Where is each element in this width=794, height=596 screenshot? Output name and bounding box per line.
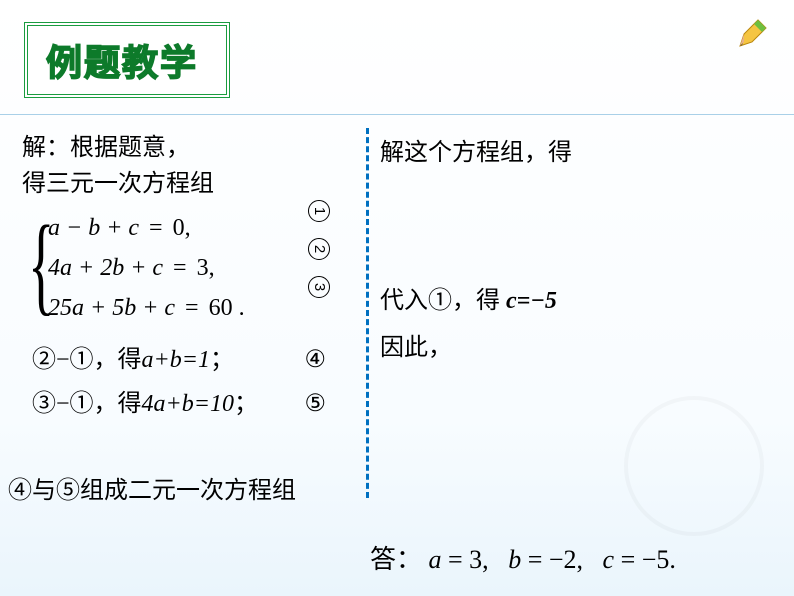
equation-2: 4a + 2b + c = 3, (48, 248, 352, 288)
right-column: 解这个方程组，得 代入①，得 c=−5 因此， (380, 134, 780, 367)
step-1-expr: a+b=1 (142, 342, 210, 378)
final-answer: 答： a = 3, b = −2, c = −5. (370, 539, 676, 576)
step-2-prefix: ③−①，得 (32, 386, 142, 422)
step-2-expr: 4a+b=10 (142, 386, 234, 422)
label-3: 3 (308, 276, 330, 298)
step-2-label: ⑤ (304, 386, 326, 422)
column-divider (366, 128, 369, 498)
step-1-prefix: ②−①，得 (32, 342, 142, 378)
step-2: ③−①，得 4a+b=10 ； ⑤ (22, 386, 332, 422)
intro-line-2: 得三元一次方程组 (22, 166, 352, 202)
slide-title: 例题教学 (46, 34, 198, 86)
equation-system: { a − b + c = 0, 4a + 2b + c = 3, 25a + … (22, 208, 352, 328)
title-box: 例题教学 (24, 22, 230, 98)
label-1: 1 (308, 200, 330, 222)
right-line-3: 因此， (380, 329, 780, 367)
step-1-label: ④ (304, 342, 326, 378)
bottom-statement: ④与⑤组成二元一次方程组 (8, 470, 358, 505)
step-2-suffix: ； (234, 386, 258, 422)
pencil-icon (734, 16, 770, 52)
right-line-2: 代入①，得 c=−5 (380, 282, 780, 320)
label-2: 2 (308, 238, 330, 260)
equation-3: 25a + 5b + c = 60 . (48, 288, 352, 328)
intro-line-1: 解：根据题意， (22, 130, 352, 166)
equation-1: a − b + c = 0, (48, 208, 352, 248)
horizontal-rule (0, 114, 794, 115)
left-column: 解：根据题意， 得三元一次方程组 { a − b + c = 0, 4a + 2… (22, 130, 352, 422)
watermark-logo (624, 396, 764, 536)
step-1-suffix: ； (210, 342, 234, 378)
answer-prefix: 答： (370, 545, 422, 574)
right-line-1: 解这个方程组，得 (380, 134, 780, 172)
equation-labels-column: 1 2 3 (308, 200, 330, 298)
step-1: ②−①，得 a+b=1 ； ④ (22, 342, 332, 378)
